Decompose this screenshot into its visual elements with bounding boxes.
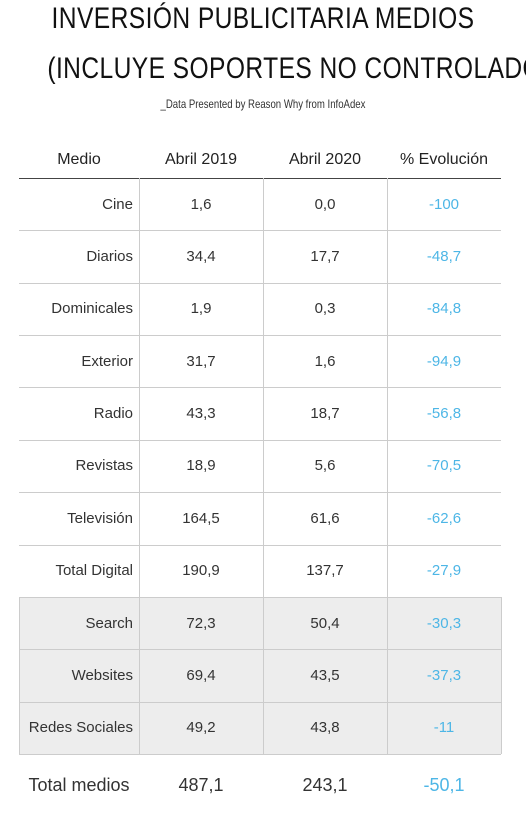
cell-value: 164,5 xyxy=(182,509,220,527)
row-label: Cine xyxy=(102,195,133,213)
cell-value: 61,6 xyxy=(310,509,340,527)
cell-value: -100 xyxy=(428,195,460,213)
row-label: Total Digital xyxy=(55,562,133,580)
cell-value: -94,9 xyxy=(426,352,462,370)
row-rule xyxy=(19,230,501,232)
cell-value: 1,6 xyxy=(190,195,212,213)
row-label: Websites xyxy=(71,666,133,684)
cell-value: 243,1 xyxy=(302,775,348,796)
cell-value: 69,4 xyxy=(186,666,216,684)
cell-value: 31,7 xyxy=(186,352,216,370)
cell-value: 49,2 xyxy=(186,719,216,737)
cell-value: 43,5 xyxy=(310,666,340,684)
column-rule xyxy=(263,178,264,754)
cell-value: -50,1 xyxy=(423,775,465,796)
header-rule xyxy=(19,178,501,179)
row-label: Exterior xyxy=(81,352,133,370)
block-top xyxy=(19,596,501,598)
column-rule xyxy=(387,178,388,754)
cell-value: -27,9 xyxy=(426,562,462,580)
cell-value: 1,6 xyxy=(314,352,336,370)
cell-value: -37,3 xyxy=(426,666,462,684)
row-rule xyxy=(19,544,501,546)
title-line: INVERSIÓN PUBLICITARIA MEDIOS xyxy=(51,2,475,35)
cell-value: -62,6 xyxy=(426,509,462,527)
cell-value: -48,7 xyxy=(426,248,462,266)
column-header: Medio xyxy=(57,151,101,168)
row-rule xyxy=(19,387,501,389)
cell-value: 487,1 xyxy=(178,775,224,796)
cell-value: -56,8 xyxy=(426,405,462,423)
cell-value: 18,9 xyxy=(186,457,216,475)
cell-value: -70,5 xyxy=(426,457,462,475)
row-label: Redes Sociales xyxy=(28,719,133,737)
cell-value: 50,4 xyxy=(310,614,340,632)
row-label: Radio xyxy=(93,405,133,423)
column-header: % Evolución xyxy=(399,151,489,168)
cell-value: 43,3 xyxy=(186,405,216,423)
cell-value: 34,4 xyxy=(186,248,216,266)
cell-value: 190,9 xyxy=(182,562,220,580)
cell-value: 17,7 xyxy=(310,248,340,266)
column-rule xyxy=(139,178,140,754)
subtitle: _Data Presented by Reason Why from InfoA… xyxy=(160,97,366,111)
block-edge xyxy=(501,596,502,754)
row-rule xyxy=(19,282,501,284)
cell-value: 0,0 xyxy=(314,195,336,213)
cell-value: -11 xyxy=(433,719,455,737)
row-rule xyxy=(19,335,501,337)
cell-value: -30,3 xyxy=(426,614,462,632)
row-label: Revistas xyxy=(75,457,133,475)
cell-value: 43,8 xyxy=(310,719,340,737)
row-label: Search xyxy=(85,614,133,632)
cell-value: 18,7 xyxy=(310,405,340,423)
column-header: Abril 2020 xyxy=(288,151,362,168)
cell-value: 5,6 xyxy=(314,457,336,475)
title-line: (INCLUYE SOPORTES NO CONTROLADOS) xyxy=(47,52,526,85)
row-rule xyxy=(19,649,501,651)
digital-block xyxy=(19,596,501,754)
block-edge xyxy=(19,596,20,754)
row-rule xyxy=(19,439,501,441)
row-rule xyxy=(19,701,501,703)
row-label: Dominicales xyxy=(51,300,133,318)
cell-value: 0,3 xyxy=(314,300,336,318)
row-rule xyxy=(19,492,501,494)
cell-value: 137,7 xyxy=(306,562,344,580)
row-label: Televisión xyxy=(67,509,133,527)
cell-value: 1,9 xyxy=(190,300,212,318)
row-label: Diarios xyxy=(86,248,133,266)
row-label: Total medios xyxy=(28,775,130,796)
cell-value: -84,8 xyxy=(426,300,462,318)
cell-value: 72,3 xyxy=(186,614,216,632)
row-rule xyxy=(19,753,501,755)
column-header: Abril 2019 xyxy=(164,151,238,168)
